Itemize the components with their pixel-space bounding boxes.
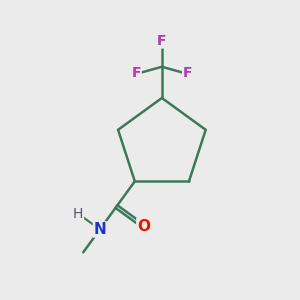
Text: F: F [132,66,141,80]
Text: O: O [137,219,150,234]
Text: F: F [157,34,167,48]
Text: N: N [94,222,106,237]
Text: H: H [73,207,83,221]
Text: F: F [183,66,192,80]
